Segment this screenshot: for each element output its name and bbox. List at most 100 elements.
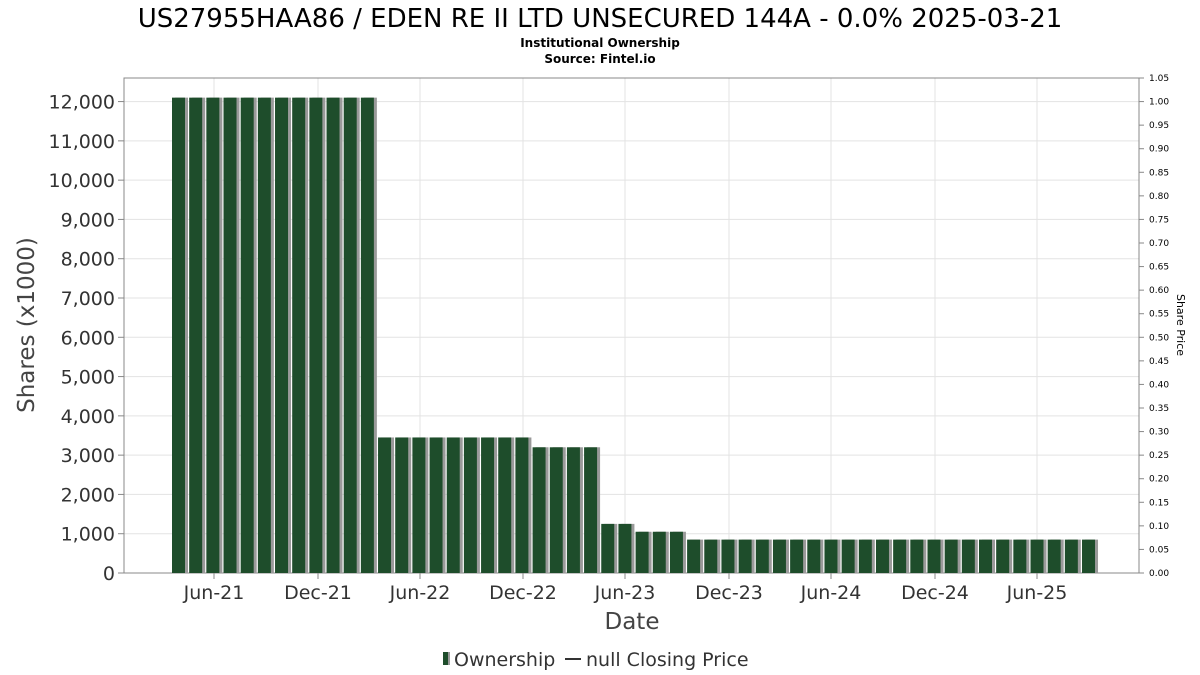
y-tick-label: 2,000	[61, 484, 115, 506]
bar	[1013, 539, 1027, 573]
bar	[1064, 539, 1078, 573]
y-tick-label: 12,000	[49, 92, 115, 114]
bar	[275, 97, 289, 574]
bar	[755, 539, 769, 573]
bar	[584, 447, 598, 573]
bar	[996, 539, 1010, 573]
y-right-tick-label: 0.50	[1149, 333, 1169, 343]
bar	[893, 539, 907, 573]
y-right-tick-label: 0.85	[1149, 168, 1169, 178]
bar	[481, 437, 495, 573]
y-tick-label: 6,000	[61, 327, 115, 349]
bar	[910, 539, 924, 573]
legend-ownership-label: Ownership	[454, 649, 555, 671]
y-right-tick-label: 1.05	[1149, 74, 1169, 84]
bar	[549, 447, 563, 573]
bar	[961, 539, 975, 573]
bar	[206, 97, 220, 574]
legend-ownership-swatch	[443, 652, 448, 665]
y-right-tick-label: 0.40	[1149, 380, 1169, 390]
y-right-tick-label: 0.10	[1149, 522, 1169, 532]
y-axis-right-ticks: 0.00 0.05 0.10 0.15 0.20 0.25 0.30 0.35 0.40 0.45…	[1139, 74, 1169, 579]
bar	[635, 531, 649, 573]
x-tick-label: Dec-24	[901, 582, 969, 604]
bar	[875, 539, 889, 573]
chart-title: US27955HAA86 / EDEN RE II LTD UNSECURED …	[138, 4, 1063, 34]
ownership-bars	[172, 97, 1099, 574]
y-tick-label: 1,000	[61, 524, 115, 546]
y-right-tick-label: 0.60	[1149, 286, 1169, 296]
bar	[172, 97, 185, 574]
y-right-tick-label: 0.25	[1149, 451, 1169, 461]
y-tick-label: 5,000	[61, 367, 115, 389]
bar	[360, 97, 374, 574]
y-right-tick-label: 1.00	[1149, 98, 1169, 108]
bar	[807, 539, 821, 573]
bar	[412, 437, 426, 573]
y-tick-label: 3,000	[61, 445, 115, 467]
bar	[378, 437, 392, 573]
y-axis-right-label: Share Price	[1174, 294, 1187, 356]
y-tick-label: 8,000	[61, 249, 115, 271]
bar	[429, 437, 443, 573]
x-tick-label: Jun-22	[389, 582, 451, 604]
bar	[1030, 539, 1044, 573]
y-right-tick-label: 0.95	[1149, 121, 1169, 131]
bar	[463, 437, 477, 573]
bar	[223, 97, 237, 574]
y-right-tick-label: 0.55	[1149, 310, 1169, 320]
bar	[532, 447, 546, 573]
y-tick-label: 9,000	[61, 209, 115, 231]
y-right-tick-label: 0.65	[1149, 263, 1169, 273]
y-right-tick-label: 0.05	[1149, 545, 1169, 555]
x-axis-ticks: Jun-21 Dec-21 Jun-22 Dec-22 Jun-23 Dec-23 Jun-…	[183, 573, 1068, 604]
x-tick-label: Dec-21	[284, 582, 352, 604]
bar	[601, 523, 615, 573]
bar	[498, 437, 512, 573]
chart-source: Source: Fintel.io	[544, 52, 655, 66]
bar	[515, 437, 529, 573]
bar	[618, 523, 632, 573]
y-right-tick-label: 0.70	[1149, 239, 1169, 249]
y-tick-label: 10,000	[49, 170, 115, 192]
bar	[944, 539, 958, 573]
legend-price-label: null Closing Price	[586, 649, 749, 671]
legend-ownership-shadow	[448, 652, 450, 665]
y-axis-left-ticks: 0 1,000 2,000 3,000 4,000 5,000 6,000 7,000 8,00…	[49, 92, 124, 585]
bar	[858, 539, 872, 573]
bar	[189, 97, 203, 574]
x-tick-label: Jun-23	[594, 582, 656, 604]
bar	[343, 97, 357, 574]
legend: Ownership null Closing Price	[443, 649, 749, 671]
bar	[704, 539, 718, 573]
y-right-tick-label: 0.75	[1149, 215, 1169, 225]
bar	[326, 97, 340, 574]
y-right-tick-label: 0.45	[1149, 357, 1169, 367]
bar	[687, 539, 701, 573]
y-right-tick-label: 0.80	[1149, 192, 1169, 202]
y-right-tick-label: 0.20	[1149, 475, 1169, 485]
x-tick-label: Jun-24	[800, 582, 862, 604]
bar	[309, 97, 323, 574]
bar	[772, 539, 786, 573]
x-tick-label: Jun-25	[1006, 582, 1068, 604]
bar	[669, 531, 683, 573]
bar	[738, 539, 752, 573]
bar	[824, 539, 838, 573]
bar	[652, 531, 666, 573]
y-right-tick-label: 0.15	[1149, 498, 1169, 508]
bar	[240, 97, 254, 574]
bar	[927, 539, 941, 573]
y-tick-label: 7,000	[61, 288, 115, 310]
x-axis-label: Date	[605, 609, 660, 635]
bar	[566, 447, 580, 573]
y-right-tick-label: 0.35	[1149, 404, 1169, 414]
bar	[841, 539, 855, 573]
y-tick-label: 11,000	[49, 131, 115, 153]
y-right-tick-label: 0.90	[1149, 145, 1169, 155]
y-tick-label: 4,000	[61, 406, 115, 428]
bar	[395, 437, 409, 573]
bar	[292, 97, 306, 574]
bar	[1082, 539, 1096, 573]
x-tick-label: Dec-22	[489, 582, 557, 604]
